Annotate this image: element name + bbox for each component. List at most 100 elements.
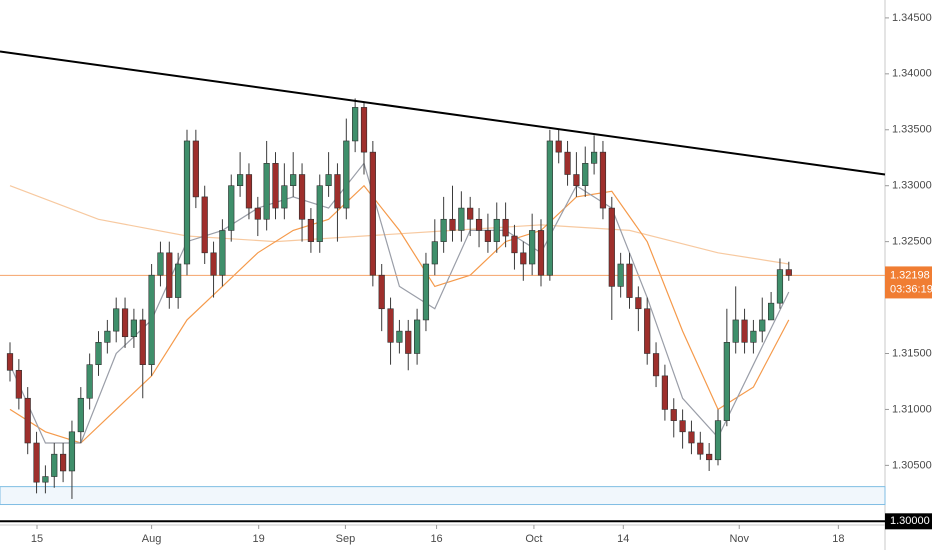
- candle-body: [290, 174, 297, 187]
- x-tick-label: Nov: [729, 533, 749, 545]
- y-tick-label: 1.34000: [892, 68, 932, 80]
- candle-body: [201, 196, 208, 254]
- candle-body: [768, 302, 775, 321]
- candle-body: [661, 375, 669, 410]
- candle-body: [369, 151, 376, 276]
- candle-body: [237, 174, 244, 187]
- candle-body: [652, 353, 660, 377]
- candle-body: [325, 174, 332, 187]
- candle-body: [6, 353, 14, 371]
- candle-body: [343, 140, 350, 209]
- candle-body: [706, 453, 713, 461]
- candle-body: [679, 420, 686, 433]
- x-tick-label: 16: [430, 533, 442, 545]
- candle-body: [334, 174, 341, 209]
- y-tick-label: 1.34500: [892, 12, 932, 24]
- candle-body: [741, 319, 748, 343]
- support-zone: [0, 486, 886, 506]
- candle-body: [387, 308, 394, 343]
- candle-body: [422, 263, 430, 321]
- candle-body: [449, 218, 456, 231]
- candle-body: [555, 140, 562, 153]
- candle-body: [529, 230, 536, 265]
- x-tick-label: 18: [832, 533, 844, 545]
- x-tick-label: Aug: [142, 533, 162, 545]
- candle-body: [723, 342, 730, 421]
- x-tick-label: Sep: [336, 533, 356, 545]
- candle-body: [405, 330, 412, 354]
- y-tick-label: 1.32500: [892, 236, 932, 248]
- candle-body: [617, 263, 624, 287]
- candle-body: [759, 319, 766, 332]
- candle-body: [608, 207, 615, 287]
- candle-body: [307, 218, 315, 242]
- price-label: 1.32198: [890, 269, 930, 281]
- candle-body: [298, 174, 306, 220]
- candle-body: [245, 174, 253, 209]
- candle-body: [750, 330, 757, 343]
- moving-average: [9, 185, 789, 265]
- candle-body: [77, 397, 84, 433]
- candle-body: [378, 274, 385, 310]
- x-tick-label: 19: [253, 533, 265, 545]
- candle-body: [493, 218, 500, 242]
- y-tick-label: 1.30500: [892, 459, 932, 471]
- candle-body: [148, 274, 155, 365]
- countdown-label: 03:36:19: [890, 283, 932, 295]
- x-tick-label: 15: [31, 533, 43, 545]
- level-label-box: [885, 513, 932, 530]
- candle-body: [272, 163, 279, 209]
- trendline: [0, 50, 886, 176]
- candle-body: [458, 207, 465, 231]
- candle-body: [546, 140, 553, 276]
- candle-body: [582, 163, 589, 187]
- candle-body: [183, 140, 191, 265]
- candle-body: [732, 319, 739, 343]
- candle-body: [51, 453, 58, 477]
- candle-body: [431, 241, 438, 265]
- candle-body: [175, 263, 182, 298]
- candle-body: [157, 252, 164, 276]
- candle-body: [113, 308, 120, 332]
- candle-body: [254, 207, 261, 220]
- y-tick-label: 1.33500: [892, 124, 932, 136]
- x-tick-label: 14: [617, 533, 629, 545]
- candle-body: [599, 151, 607, 209]
- candle-body: [591, 151, 598, 164]
- candle-body: [537, 230, 545, 276]
- candle-body: [360, 107, 368, 153]
- candle-body: [263, 163, 270, 220]
- candle-body: [467, 207, 474, 220]
- candle-body: [60, 453, 67, 472]
- candle-body: [33, 442, 40, 483]
- candle-body: [42, 476, 49, 483]
- candle-body: [86, 364, 93, 399]
- y-tick-label: 1.33000: [892, 180, 932, 192]
- candle-body: [697, 442, 704, 455]
- candle-body: [192, 140, 199, 198]
- moving-average: [9, 184, 790, 444]
- candle-body: [714, 420, 722, 461]
- candle-body: [228, 185, 235, 231]
- candle-body: [121, 308, 129, 338]
- candle-body: [130, 319, 138, 338]
- candle-body: [396, 330, 403, 343]
- candle-body: [564, 151, 571, 175]
- candle-body: [573, 174, 580, 187]
- candle-body: [502, 218, 509, 237]
- x-tick-label: Oct: [525, 533, 542, 545]
- candle-body: [475, 218, 483, 231]
- candle-body: [316, 185, 323, 242]
- candle-body: [670, 409, 677, 421]
- candle-body: [785, 269, 792, 276]
- candle-body: [414, 319, 421, 354]
- candle-body: [520, 252, 527, 265]
- candle-body: [15, 369, 22, 399]
- candle-body: [210, 252, 217, 276]
- candle-body: [68, 431, 76, 472]
- candle-body: [352, 107, 359, 142]
- candle-body: [139, 319, 146, 365]
- candle-body: [484, 230, 492, 242]
- candle-body: [281, 185, 288, 209]
